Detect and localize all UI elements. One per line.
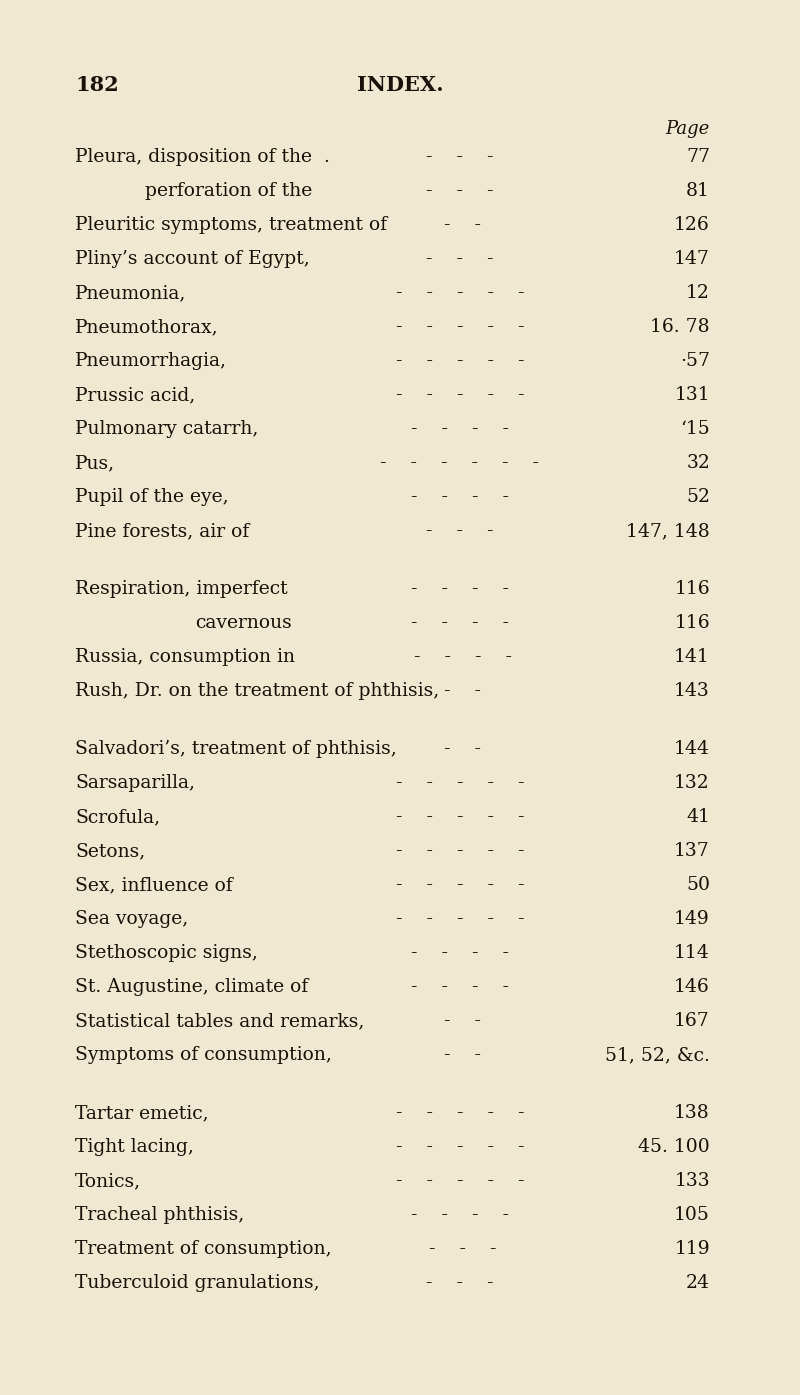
Text: 141: 141 bbox=[674, 649, 710, 665]
Text: 119: 119 bbox=[674, 1240, 710, 1258]
Text: 137: 137 bbox=[674, 843, 710, 859]
Text: Tuberculoid granulations,: Tuberculoid granulations, bbox=[75, 1274, 320, 1292]
Text: -    -    -    -    -: - - - - - bbox=[396, 1172, 524, 1190]
Text: Page: Page bbox=[666, 120, 710, 138]
Text: Tartar emetic,: Tartar emetic, bbox=[75, 1103, 209, 1122]
Text: -    -    -    -    -: - - - - - bbox=[396, 910, 524, 928]
Text: -    -: - - bbox=[438, 682, 482, 700]
Text: -    -: - - bbox=[438, 1046, 482, 1064]
Text: Salvadori’s, treatment of phthisis,: Salvadori’s, treatment of phthisis, bbox=[75, 739, 397, 757]
Text: 147, 148: 147, 148 bbox=[626, 522, 710, 540]
Text: Pleura, disposition of the  .: Pleura, disposition of the . bbox=[75, 148, 330, 166]
Text: Tight lacing,: Tight lacing, bbox=[75, 1138, 194, 1156]
Text: Statistical tables and remarks,: Statistical tables and remarks, bbox=[75, 1011, 364, 1030]
Text: -    -    -    -: - - - - bbox=[411, 420, 509, 438]
Text: -    -    -    -    -: - - - - - bbox=[396, 386, 524, 405]
Text: 131: 131 bbox=[674, 386, 710, 405]
Text: 133: 133 bbox=[674, 1172, 710, 1190]
Text: 132: 132 bbox=[674, 774, 710, 792]
Text: Pneumonia,: Pneumonia, bbox=[75, 285, 186, 301]
Text: Prussic acid,: Prussic acid, bbox=[75, 386, 195, 405]
Text: 114: 114 bbox=[674, 944, 710, 963]
Text: -    -    -    -    -: - - - - - bbox=[396, 808, 524, 826]
Text: -    -    -: - - - bbox=[423, 1240, 497, 1258]
Text: Sex, influence of: Sex, influence of bbox=[75, 876, 233, 894]
Text: 167: 167 bbox=[674, 1011, 710, 1030]
Text: Rush, Dr. on the treatment of phthisis,: Rush, Dr. on the treatment of phthisis, bbox=[75, 682, 439, 700]
Text: Sea voyage,: Sea voyage, bbox=[75, 910, 188, 928]
Text: 143: 143 bbox=[674, 682, 710, 700]
Text: -    -    -    -: - - - - bbox=[411, 580, 509, 598]
Text: -    -    -    -    -: - - - - - bbox=[396, 774, 524, 792]
Text: 24: 24 bbox=[686, 1274, 710, 1292]
Text: Respiration, imperfect: Respiration, imperfect bbox=[75, 580, 288, 598]
Text: Setons,: Setons, bbox=[75, 843, 146, 859]
Text: Stethoscopic signs,: Stethoscopic signs, bbox=[75, 944, 258, 963]
Text: Pneumothorax,: Pneumothorax, bbox=[75, 318, 218, 336]
Text: Russia, consumption in: Russia, consumption in bbox=[75, 649, 295, 665]
Text: 144: 144 bbox=[674, 739, 710, 757]
Text: -    -    -    -    -: - - - - - bbox=[396, 318, 524, 336]
Text: -    -    -    -    -: - - - - - bbox=[396, 876, 524, 894]
Text: -    -    -: - - - bbox=[426, 1274, 494, 1292]
Text: -    -    -    -: - - - - bbox=[411, 614, 509, 632]
Text: -    -: - - bbox=[438, 739, 482, 757]
Text: 126: 126 bbox=[674, 216, 710, 234]
Text: -    -: - - bbox=[438, 1011, 482, 1030]
Text: -    -    -: - - - bbox=[426, 181, 494, 199]
Text: Treatment of consumption,: Treatment of consumption, bbox=[75, 1240, 332, 1258]
Text: 116: 116 bbox=[674, 580, 710, 598]
Text: -    -    -: - - - bbox=[426, 148, 494, 166]
Text: -    -    -    -: - - - - bbox=[411, 978, 509, 996]
Text: St. Augustine, climate of: St. Augustine, climate of bbox=[75, 978, 308, 996]
Text: 51, 52, &c.: 51, 52, &c. bbox=[605, 1046, 710, 1064]
Text: 116: 116 bbox=[674, 614, 710, 632]
Text: 32: 32 bbox=[686, 453, 710, 472]
Text: 77: 77 bbox=[686, 148, 710, 166]
Text: 182: 182 bbox=[75, 75, 118, 95]
Text: Pliny’s account of Egypt,: Pliny’s account of Egypt, bbox=[75, 250, 310, 268]
Text: 16. 78: 16. 78 bbox=[650, 318, 710, 336]
Text: 12: 12 bbox=[686, 285, 710, 301]
Text: -    -    -    -: - - - - bbox=[408, 649, 512, 665]
Text: 81: 81 bbox=[686, 181, 710, 199]
Text: 50: 50 bbox=[686, 876, 710, 894]
Text: 149: 149 bbox=[674, 910, 710, 928]
Text: Pneumorrhagia,: Pneumorrhagia, bbox=[75, 352, 227, 370]
Text: Sarsaparilla,: Sarsaparilla, bbox=[75, 774, 195, 792]
Text: Pulmonary catarrh,: Pulmonary catarrh, bbox=[75, 420, 258, 438]
Text: Scrofula,: Scrofula, bbox=[75, 808, 160, 826]
Text: -    -: - - bbox=[438, 216, 482, 234]
Text: -    -    -: - - - bbox=[426, 250, 494, 268]
Text: 52: 52 bbox=[686, 488, 710, 506]
Text: -    -    -    -    -: - - - - - bbox=[396, 1103, 524, 1122]
Text: -    -    -    -    -: - - - - - bbox=[396, 285, 524, 301]
Text: cavernous: cavernous bbox=[195, 614, 292, 632]
Text: -    -    -    -    -    -: - - - - - - bbox=[381, 453, 539, 472]
Text: -    -    -    -: - - - - bbox=[411, 944, 509, 963]
Text: -    -    -    -: - - - - bbox=[411, 488, 509, 506]
Text: ·57: ·57 bbox=[680, 352, 710, 370]
Text: -    -    -    -    -: - - - - - bbox=[396, 352, 524, 370]
Text: Tracheal phthisis,: Tracheal phthisis, bbox=[75, 1207, 244, 1223]
Text: INDEX.: INDEX. bbox=[357, 75, 443, 95]
Text: 105: 105 bbox=[674, 1207, 710, 1223]
Text: Pupil of the eye,: Pupil of the eye, bbox=[75, 488, 229, 506]
Text: perforation of the: perforation of the bbox=[145, 181, 312, 199]
Text: 45. 100: 45. 100 bbox=[638, 1138, 710, 1156]
Text: 147: 147 bbox=[674, 250, 710, 268]
Text: 138: 138 bbox=[674, 1103, 710, 1122]
Text: Pleuritic symptoms, treatment of: Pleuritic symptoms, treatment of bbox=[75, 216, 387, 234]
Text: Symptoms of consumption,: Symptoms of consumption, bbox=[75, 1046, 332, 1064]
Text: -    -    -: - - - bbox=[426, 522, 494, 540]
Text: Pus,: Pus, bbox=[75, 453, 115, 472]
Text: -    -    -    -    -: - - - - - bbox=[396, 1138, 524, 1156]
Text: ‘15: ‘15 bbox=[680, 420, 710, 438]
Text: 146: 146 bbox=[674, 978, 710, 996]
Text: Tonics,: Tonics, bbox=[75, 1172, 141, 1190]
Text: -    -    -    -: - - - - bbox=[411, 1207, 509, 1223]
Text: -    -    -    -    -: - - - - - bbox=[396, 843, 524, 859]
Text: Pine forests, air of: Pine forests, air of bbox=[75, 522, 250, 540]
Text: 41: 41 bbox=[686, 808, 710, 826]
